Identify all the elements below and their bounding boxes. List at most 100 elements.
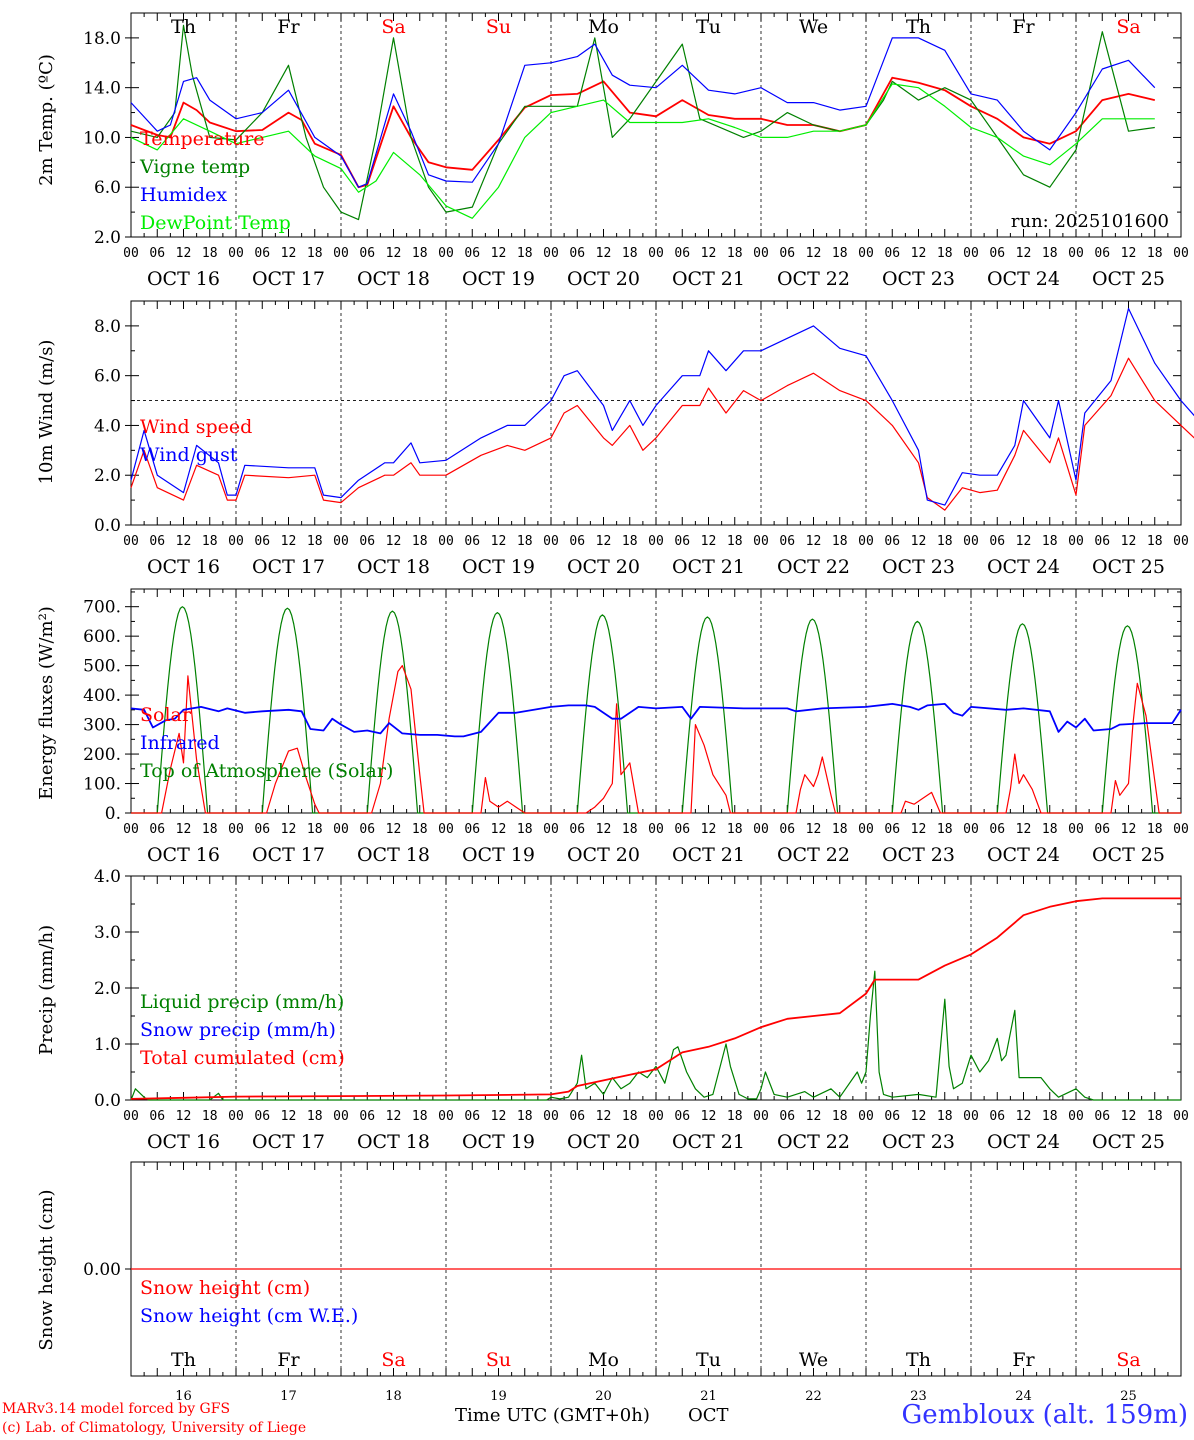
hour-tick-label: 00: [228, 246, 244, 261]
hour-tick-label: 12: [1121, 822, 1137, 837]
series-line-vigne-temp: [130, 24, 1155, 221]
credit-line-1: MARv3.14 model forced by GFS: [2, 1401, 231, 1417]
hour-tick-label: 18: [412, 534, 428, 549]
y-tick-label: 8.0: [94, 317, 121, 337]
hour-tick-label: 00: [228, 534, 244, 549]
panel-1: 2.0 6.0 10.0 14.0 18.0 2m Temp. (ºC) Temperatu…: [36, 12, 1189, 290]
date-label: OCT 17: [252, 268, 325, 290]
hour-tick-label: 18: [622, 534, 638, 549]
hour-tick-label: 06: [569, 246, 585, 261]
hour-tick-label: 12: [911, 822, 927, 837]
hour-tick-label: 06: [989, 246, 1005, 261]
y-tick-label: 300.: [83, 716, 121, 736]
series-line-dewpoint-temp: [130, 83, 1155, 219]
hour-tick-label: 00: [228, 1109, 244, 1124]
hour-tick-label: 06: [1094, 1109, 1110, 1124]
credit-line-2: (c) Lab. of Climatology, University of L…: [2, 1420, 307, 1436]
hour-tick-label: 00: [438, 246, 454, 261]
hour-tick-label: 06: [674, 822, 690, 837]
hour-tick-label: 12: [1016, 1109, 1032, 1124]
hour-tick-label: 00: [123, 1109, 139, 1124]
hour-tick-label: 18: [1042, 246, 1058, 261]
plot-frame: [130, 300, 1182, 526]
weekday-label: We: [799, 1349, 828, 1371]
hour-tick-label: 00: [963, 246, 979, 261]
weekday-label: Sa: [381, 1349, 405, 1371]
weekday-label: Th: [906, 1349, 931, 1371]
hour-tick-label: 00: [1173, 246, 1189, 261]
legend-entry: Solar: [140, 704, 192, 726]
hour-tick-label: 12: [701, 1109, 717, 1124]
hour-tick-label: 06: [1094, 534, 1110, 549]
hour-tick-label: 12: [386, 534, 402, 549]
hour-tick-label: 12: [911, 534, 927, 549]
legend-entry: Snow precip (mm/h): [140, 1019, 336, 1041]
hour-tick-label: 00: [1068, 1109, 1084, 1124]
hour-tick-label: 06: [779, 246, 795, 261]
day-number-label: 21: [700, 1389, 717, 1404]
plot-frame: [130, 12, 1182, 238]
weekday-label: Fr: [1012, 16, 1035, 38]
y-axis-label: Snow height (cm): [36, 1189, 57, 1350]
hour-tick-label: 18: [517, 822, 533, 837]
legend-entry: Liquid precip (mm/h): [140, 991, 344, 1013]
hour-tick-label: 18: [727, 246, 743, 261]
y-tick-label: 700.: [83, 598, 121, 618]
run-annotation: run: 2025101600: [1011, 211, 1169, 232]
date-label: OCT 18: [357, 268, 430, 290]
date-label: OCT 20: [567, 1131, 640, 1153]
legend-entry: Vigne temp: [139, 156, 250, 178]
date-label: OCT 21: [672, 1131, 745, 1153]
hour-tick-label: 06: [359, 534, 375, 549]
hour-tick-label: 00: [333, 822, 349, 837]
hour-tick-label: 00: [648, 534, 664, 549]
hour-tick-label: 18: [1042, 822, 1058, 837]
hour-tick-label: 12: [1121, 534, 1137, 549]
hour-tick-label: 00: [648, 1109, 664, 1124]
date-label: OCT 19: [462, 844, 535, 866]
x-axis-label: Time UTC (GMT+0h): [455, 1405, 650, 1426]
hour-tick-label: 06: [359, 246, 375, 261]
hour-tick-label: 18: [1042, 534, 1058, 549]
hour-tick-label: 18: [727, 1109, 743, 1124]
date-label: OCT 21: [672, 268, 745, 290]
legend-entry: Wind speed: [140, 416, 252, 438]
y-tick-label: 18.0: [83, 29, 121, 49]
hour-tick-label: 18: [727, 822, 743, 837]
hour-tick-label: 00: [438, 1109, 454, 1124]
hour-tick-label: 18: [937, 246, 953, 261]
y-tick-label: 0.00: [83, 1260, 121, 1280]
hour-tick-label: 12: [806, 534, 822, 549]
station-name: Gembloux (alt. 159m): [901, 1400, 1188, 1430]
date-label: OCT 19: [462, 1131, 535, 1153]
date-label: OCT 17: [252, 1131, 325, 1153]
hour-tick-label: 12: [1016, 246, 1032, 261]
hour-tick-label: 00: [648, 822, 664, 837]
hour-tick-label: 18: [202, 246, 218, 261]
hour-tick-label: 00: [648, 246, 664, 261]
date-label: OCT 18: [357, 556, 430, 578]
hour-tick-label: 12: [1121, 246, 1137, 261]
hour-tick-label: 18: [307, 246, 323, 261]
hour-tick-label: 12: [281, 534, 297, 549]
day-number-label: 20: [595, 1389, 612, 1404]
day-number-label: 19: [490, 1389, 507, 1404]
hour-tick-label: 18: [1147, 246, 1163, 261]
date-label: OCT 23: [882, 1131, 955, 1153]
hour-tick-label: 06: [254, 246, 270, 261]
hour-tick-label: 18: [727, 534, 743, 549]
y-axis-label: Energy fluxes (W/m²): [36, 606, 57, 800]
hour-tick-label: 06: [149, 822, 165, 837]
y-tick-label: 600.: [83, 627, 121, 647]
weekday-label: Sa: [1116, 1349, 1140, 1371]
hour-tick-label: 06: [254, 1109, 270, 1124]
hour-tick-label: 06: [989, 534, 1005, 549]
date-label: OCT 25: [1092, 1131, 1165, 1153]
panel-3: 0. 100. 200. 300. 400. 500. 600. 700. Energy flu…: [36, 588, 1189, 866]
hour-tick-label: 06: [359, 1109, 375, 1124]
y-tick-label: 100.: [83, 775, 121, 795]
hour-tick-label: 06: [464, 246, 480, 261]
y-tick-label: 4.0: [94, 416, 121, 436]
hour-tick-label: 00: [858, 822, 874, 837]
